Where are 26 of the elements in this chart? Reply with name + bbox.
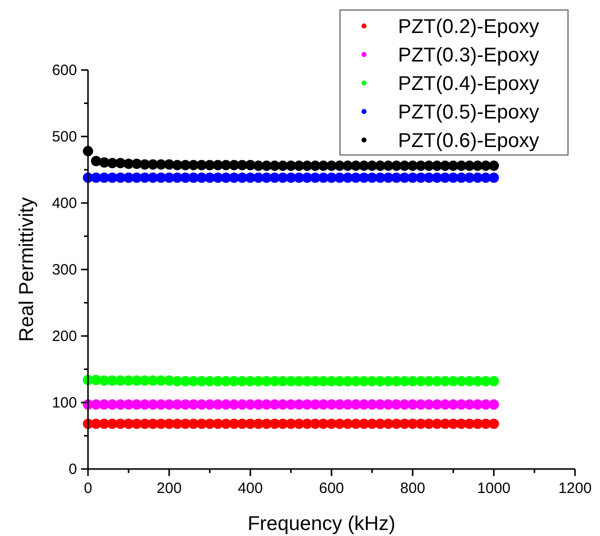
y-tick-label: 400 [52, 195, 77, 212]
x-tick-label: 400 [238, 480, 263, 497]
x-tick-label: 600 [318, 480, 344, 497]
y-tick-label: 100 [52, 394, 77, 412]
legend-label: PZT(0.4)-Epoxy [398, 73, 540, 95]
legend-label: PZT(0.5)-Epoxy [398, 102, 540, 124]
x-axis-title: Frequency (kHz) [248, 513, 396, 535]
y-tick-label: 500 [52, 128, 77, 146]
point [488, 160, 500, 171]
y-axis-title: Real Permittivity [16, 197, 38, 342]
point [488, 399, 500, 410]
x-tick-label: 1000 [477, 480, 511, 497]
x-tick-label: 800 [400, 480, 426, 497]
x-tick-label: 200 [156, 480, 182, 497]
point [488, 172, 500, 183]
legend-label: PZT(0.6)-Epoxy [398, 130, 540, 152]
point [488, 418, 500, 429]
legend-label: PZT(0.3)-Epoxy [398, 44, 540, 66]
y-tick-label: 600 [52, 62, 77, 79]
y-tick-label: 300 [52, 262, 77, 278]
x-tick-label: 0 [84, 480, 92, 497]
point [488, 376, 500, 386]
legend-label: PZT(0.2)-Epoxy [398, 16, 540, 38]
y-tick-label: 200 [52, 328, 77, 345]
y-tick-label: 0 [68, 461, 77, 478]
x-tick-label: 1200 [558, 480, 592, 497]
